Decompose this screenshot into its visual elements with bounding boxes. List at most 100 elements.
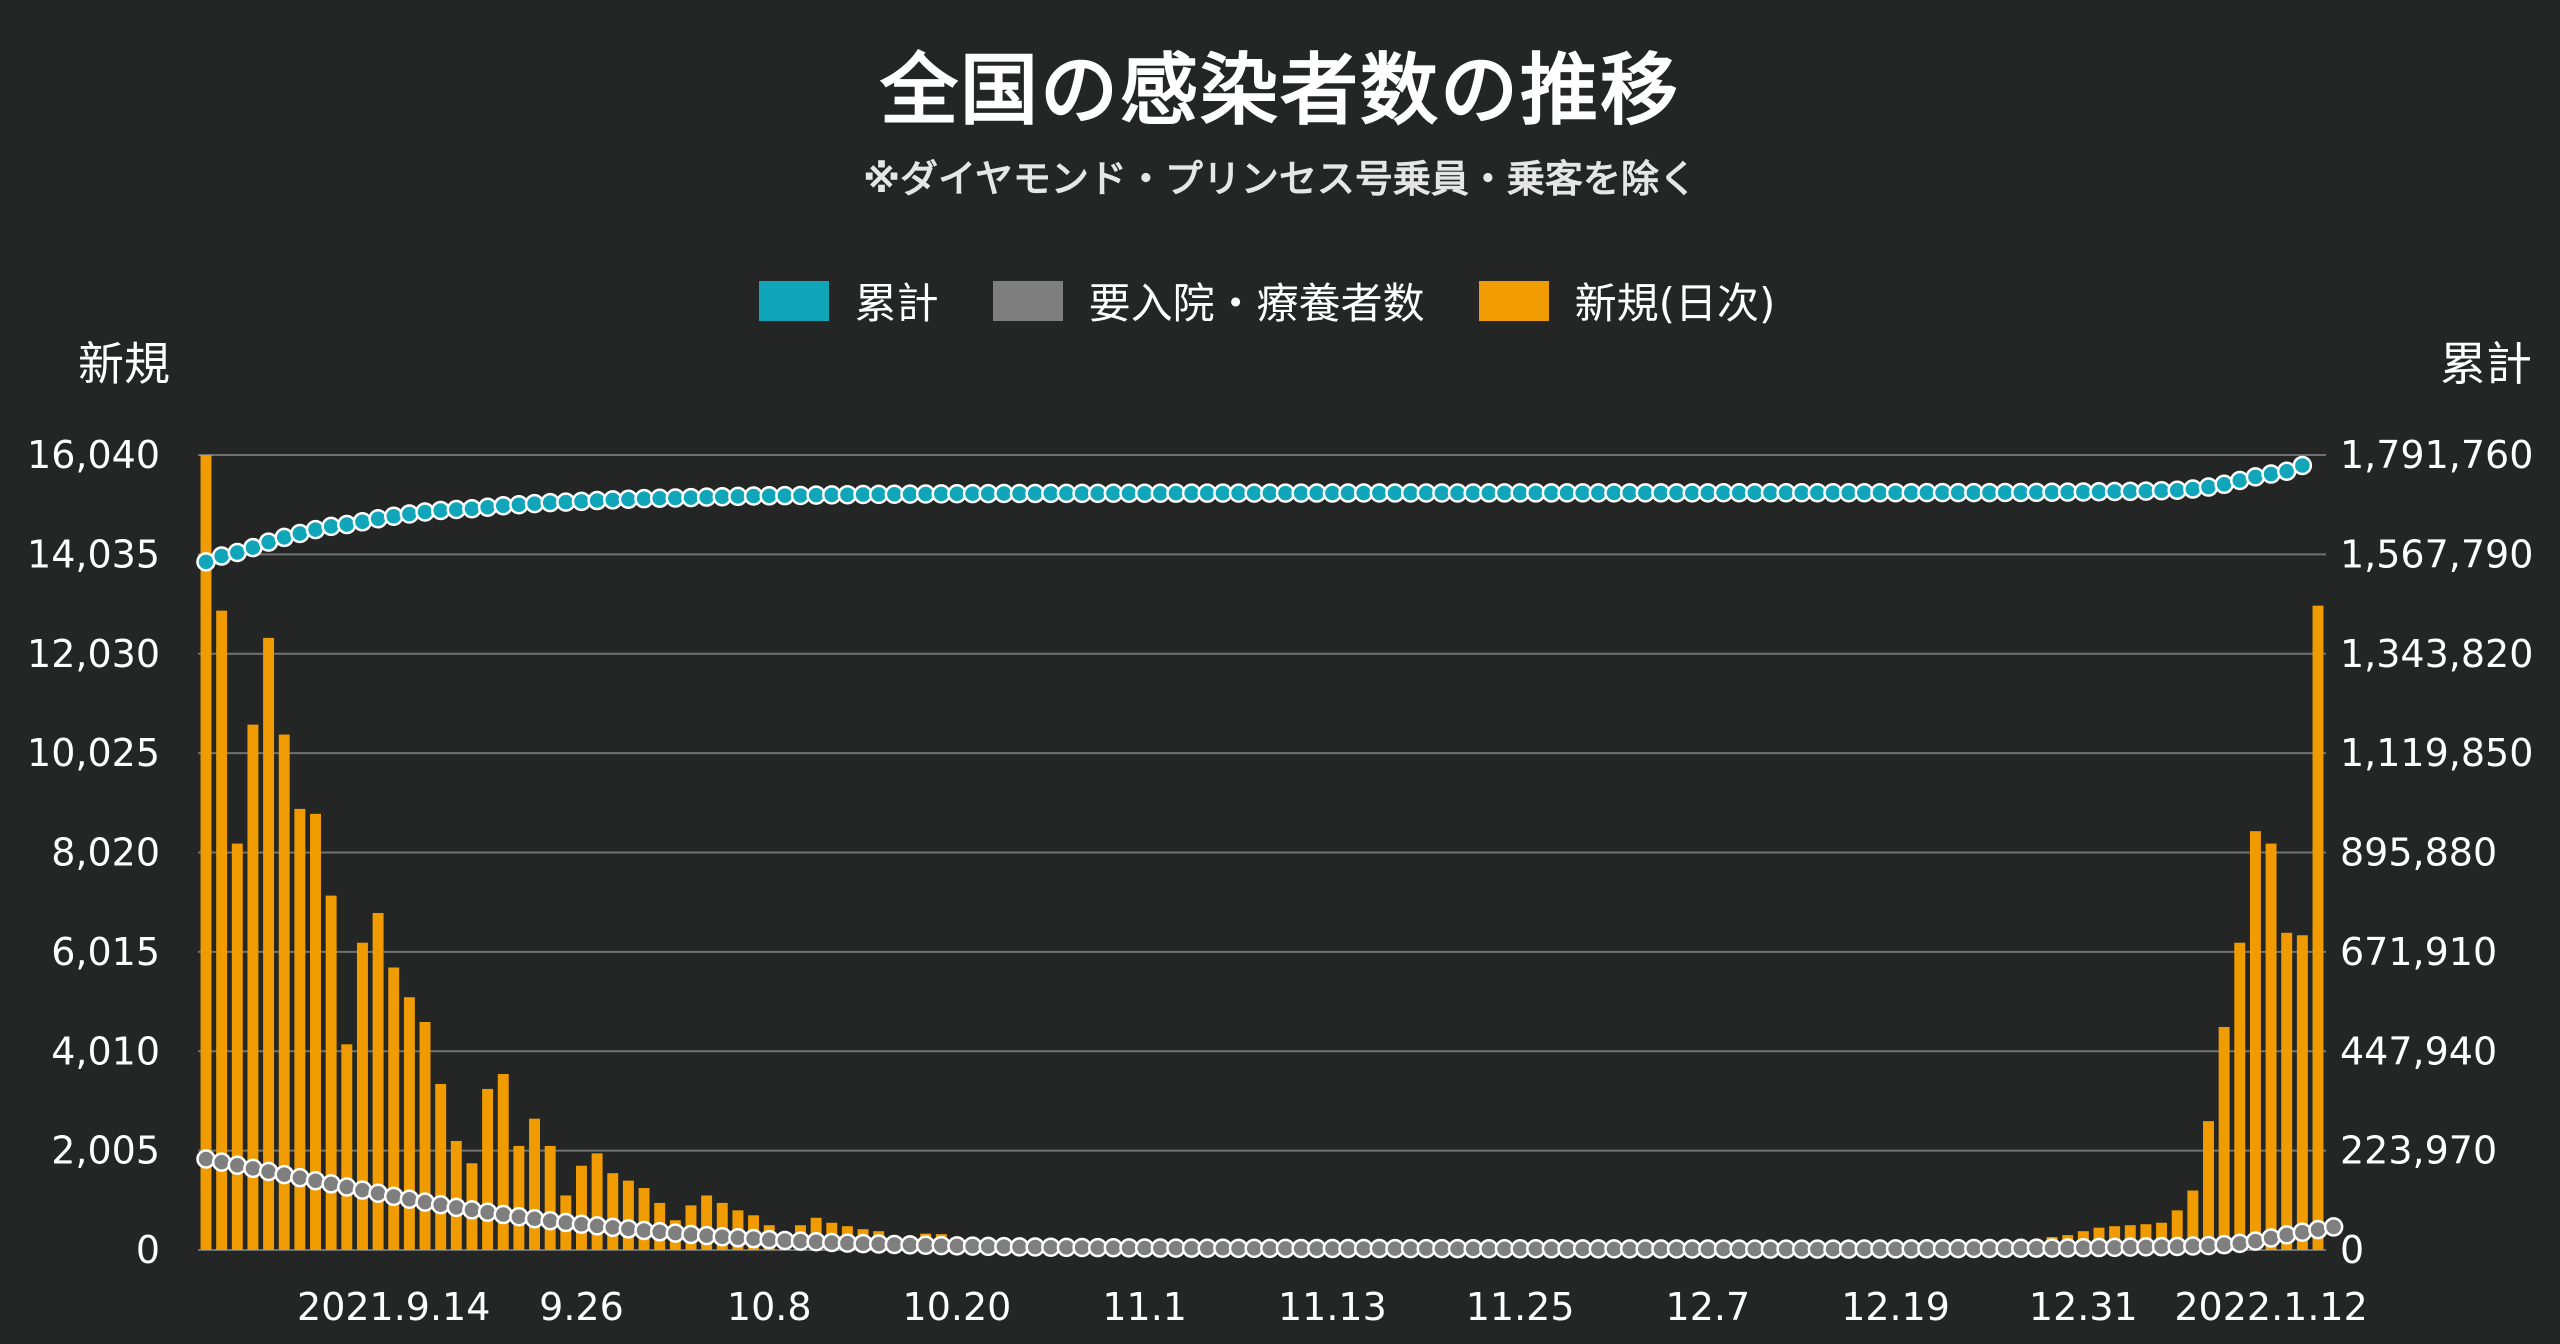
legend-swatch-new-daily [1478, 280, 1549, 321]
bar-new-daily [356, 942, 368, 1250]
point-inpatients [681, 1224, 701, 1245]
point-inpatients [383, 1186, 404, 1207]
point-cumulative [337, 514, 357, 535]
point-cumulative [2167, 480, 2187, 500]
point-inpatients [712, 1226, 733, 1247]
bar-new-daily [529, 1118, 541, 1250]
point-cumulative [2230, 470, 2250, 491]
x-tick-label: 12.19 [1841, 1285, 1950, 1329]
point-cumulative [368, 509, 388, 529]
left-tick-label: 8,020 [51, 831, 160, 875]
bar-new-daily [341, 1044, 353, 1250]
point-inpatients [243, 1158, 263, 1179]
left-tick-label: 12,030 [27, 632, 160, 676]
bar-new-daily [2234, 942, 2246, 1250]
bar-new-daily [278, 734, 290, 1250]
legend-item-inpatients[interactable]: 要入院・療養者数 [992, 270, 1425, 331]
point-inpatients [274, 1164, 294, 1185]
bar-new-daily [435, 1083, 447, 1250]
bar-new-daily [575, 1165, 587, 1250]
point-inpatients [2230, 1233, 2250, 1254]
bar-new-daily [231, 843, 243, 1250]
x-tick-label: 2021.9.14 [297, 1285, 490, 1329]
point-cumulative [462, 498, 482, 519]
point-inpatients [211, 1152, 232, 1172]
legend-item-new-daily[interactable]: 新規(日次) [1478, 270, 1776, 331]
bar-new-daily [216, 610, 228, 1250]
point-inpatients [305, 1171, 326, 1191]
bar-new-daily [200, 455, 212, 1250]
legend: 累計 要入院・療養者数 新規(日次) [0, 270, 2560, 331]
bar-new-daily [2203, 1121, 2214, 1250]
left-tick-label: 0 [136, 1228, 160, 1272]
left-tick-label: 14,035 [27, 532, 160, 576]
right-axis-title: 累計 [2440, 337, 2532, 391]
point-inpatients [430, 1194, 451, 1215]
point-inpatients [587, 1216, 607, 1236]
point-inpatients [352, 1180, 373, 1200]
point-inpatients [524, 1208, 545, 1229]
legend-label-inpatients: 要入院・療養者数 [1088, 279, 1425, 328]
point-cumulative [2183, 479, 2203, 499]
right-tick-label: 447,940 [2340, 1029, 2497, 1073]
x-tick-label: 2022.1.12 [2174, 1285, 2367, 1329]
bar-new-daily [544, 1145, 556, 1250]
point-cumulative [509, 495, 529, 515]
bar-new-daily [294, 808, 306, 1250]
bar-new-daily [2140, 1224, 2152, 1250]
x-tick-label: 10.8 [727, 1285, 812, 1329]
bar-new-daily [403, 997, 415, 1250]
point-inpatients [337, 1177, 357, 1197]
x-tick-label: 11.1 [1102, 1285, 1187, 1329]
legend-swatch-inpatients [992, 280, 1063, 321]
point-inpatients [2308, 1219, 2328, 1240]
point-cumulative [352, 512, 373, 532]
bar-new-daily [607, 1173, 619, 1250]
left-tick-label: 4,010 [51, 1029, 160, 1073]
point-inpatients [696, 1225, 717, 1246]
bar-new-daily [2156, 1222, 2168, 1250]
legend-label-new-daily: 新規(日次) [1574, 279, 1776, 328]
bar-new-daily [513, 1145, 525, 1250]
point-inpatients [227, 1155, 248, 1176]
bar-new-daily [2187, 1190, 2199, 1250]
point-cumulative [258, 532, 279, 552]
point-inpatients [649, 1222, 670, 1242]
legend-label-cumulative: 累計 [854, 279, 939, 328]
x-tick-label: 10.20 [903, 1285, 1012, 1329]
bar-new-daily [497, 1074, 509, 1250]
point-cumulative [477, 497, 498, 517]
legend-item-cumulative[interactable]: 累計 [758, 270, 939, 331]
point-inpatients [290, 1167, 310, 1188]
x-tick-label: 11.13 [1278, 1285, 1387, 1329]
left-tick-label: 2,005 [51, 1129, 160, 1173]
bar-new-daily [325, 895, 337, 1250]
left-axis-title: 新規 [78, 337, 170, 391]
point-inpatients [634, 1220, 654, 1241]
chart-title: 全国の感染者数の推移 [879, 46, 1680, 136]
left-tick-label: 10,025 [27, 731, 160, 775]
point-cumulative [415, 502, 435, 522]
point-inpatients [571, 1214, 592, 1235]
bar-new-daily [2249, 831, 2261, 1250]
point-inpatients [477, 1202, 498, 1223]
point-inpatients [415, 1192, 435, 1212]
point-cumulative [383, 506, 404, 527]
right-tick-label: 1,567,790 [2340, 532, 2533, 576]
point-cumulative [290, 523, 310, 544]
right-tick-label: 1,791,760 [2340, 433, 2533, 477]
bar-new-daily [2296, 935, 2308, 1250]
point-inpatients [2292, 1222, 2313, 1243]
point-inpatients [196, 1149, 216, 1169]
bar-new-daily [450, 1140, 462, 1250]
bar-new-daily [2312, 605, 2324, 1250]
chart-subtitle: ※ダイヤモンド・プリンセス号乗員・乗客を除く [863, 157, 1697, 201]
right-tick-label: 0 [2340, 1228, 2364, 1272]
legend-swatch-cumulative [758, 280, 829, 321]
point-cumulative [211, 546, 232, 566]
point-inpatients [509, 1206, 529, 1227]
bar-new-daily [2171, 1210, 2183, 1250]
bar-new-daily [701, 1195, 713, 1250]
bar-new-daily [716, 1202, 728, 1250]
